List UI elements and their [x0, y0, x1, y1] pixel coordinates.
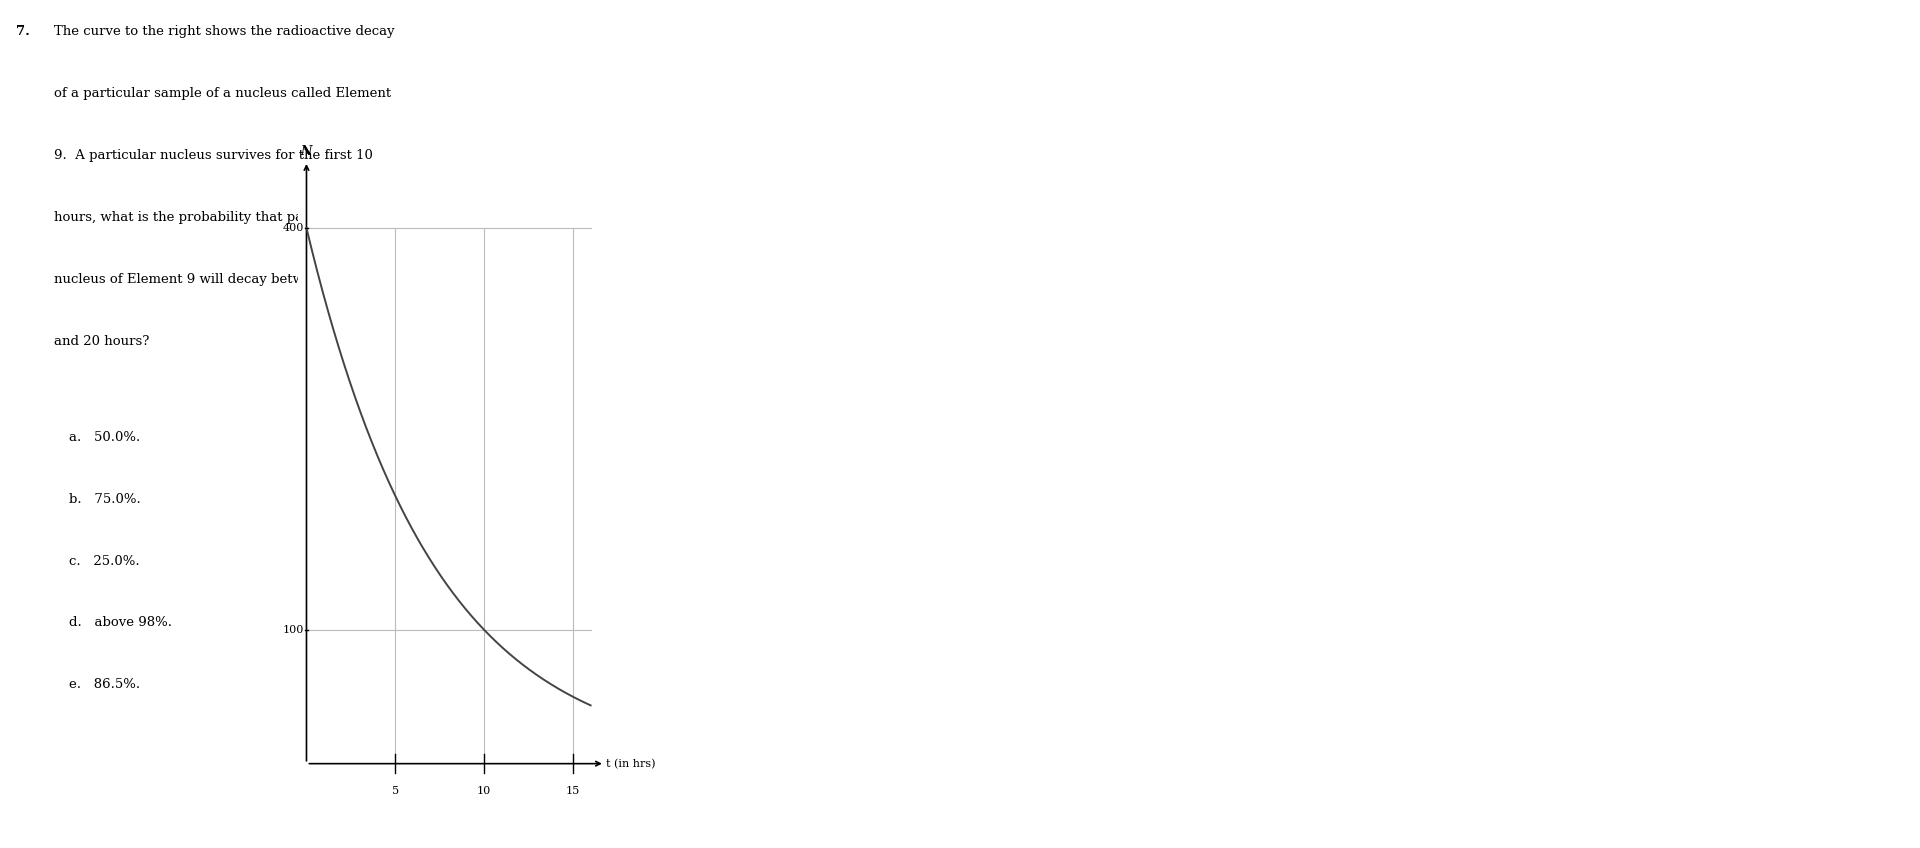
Text: of a particular sample of a nucleus called Element: of a particular sample of a nucleus call… [54, 87, 392, 100]
Text: The curve to the right shows the radioactive decay: The curve to the right shows the radioac… [54, 25, 396, 38]
Text: t (in hrs): t (in hrs) [605, 758, 655, 769]
Text: N: N [301, 146, 313, 159]
Text: nucleus of Element 9 will decay between 10 hours: nucleus of Element 9 will decay between … [54, 273, 392, 286]
Text: 100: 100 [282, 625, 303, 635]
Text: and 20 hours?: and 20 hours? [54, 335, 150, 348]
Text: 7.: 7. [15, 25, 29, 38]
Text: 9.  A particular nucleus survives for the first 10: 9. A particular nucleus survives for the… [54, 149, 372, 162]
Text: 10: 10 [476, 786, 492, 796]
Text: hours, what is the probability that particular: hours, what is the probability that part… [54, 211, 353, 224]
Text: c.   25.0%.: c. 25.0%. [69, 555, 140, 567]
Text: d.   above 98%.: d. above 98%. [69, 616, 173, 629]
Text: 15: 15 [566, 786, 580, 796]
Text: 400: 400 [282, 223, 303, 233]
Text: a.   50.0%.: a. 50.0%. [69, 431, 140, 444]
Text: e.   86.5%.: e. 86.5%. [69, 678, 140, 691]
Text: 5: 5 [392, 786, 399, 796]
Text: b.   75.0%.: b. 75.0%. [69, 493, 140, 505]
Text: that: that [353, 211, 382, 224]
